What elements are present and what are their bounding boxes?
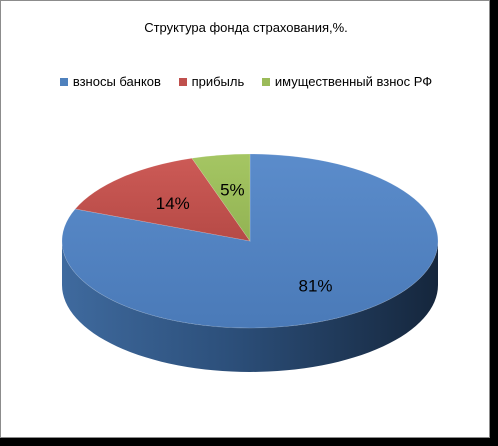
legend: взносы банков прибыль имущественный взно… <box>1 74 491 89</box>
legend-label-imushchestvenny-vznos: имущественный взнос РФ <box>274 74 433 89</box>
chart-area: Структура фонда страхования,%. взносы ба… <box>0 0 490 438</box>
legend-label-pribyl: прибыль <box>191 74 245 89</box>
pie-slice-pribyl <box>74 157 251 242</box>
legend-swatch-pribyl <box>178 78 187 86</box>
data-label-imushchestvenny-vznos: 5% <box>220 180 245 199</box>
pie-chart: 81% 14% 5% <box>61 153 439 372</box>
pie-slice-imushchestvenny-vznos <box>191 153 251 242</box>
legend-label-vznosy-bankov: взносы банков <box>72 74 161 89</box>
legend-item-pribyl: прибыль <box>178 74 245 89</box>
legend-swatch-imushchestvenny-vznos <box>261 78 270 86</box>
pie-side-vznosy-bankov <box>62 241 438 372</box>
data-label-vznosy-bankov: 81% <box>299 277 333 296</box>
pie-slice-vznosy-bankov <box>61 153 439 329</box>
legend-item-vznosy-bankov: взносы банков <box>59 74 161 89</box>
legend-item-imushchestvenny-vznos: имущественный взнос РФ <box>261 74 433 89</box>
chart-title: Структура фонда страхования,%. <box>144 20 348 35</box>
data-label-pribyl: 14% <box>156 194 190 213</box>
legend-swatch-vznosy-bankov <box>59 78 68 86</box>
